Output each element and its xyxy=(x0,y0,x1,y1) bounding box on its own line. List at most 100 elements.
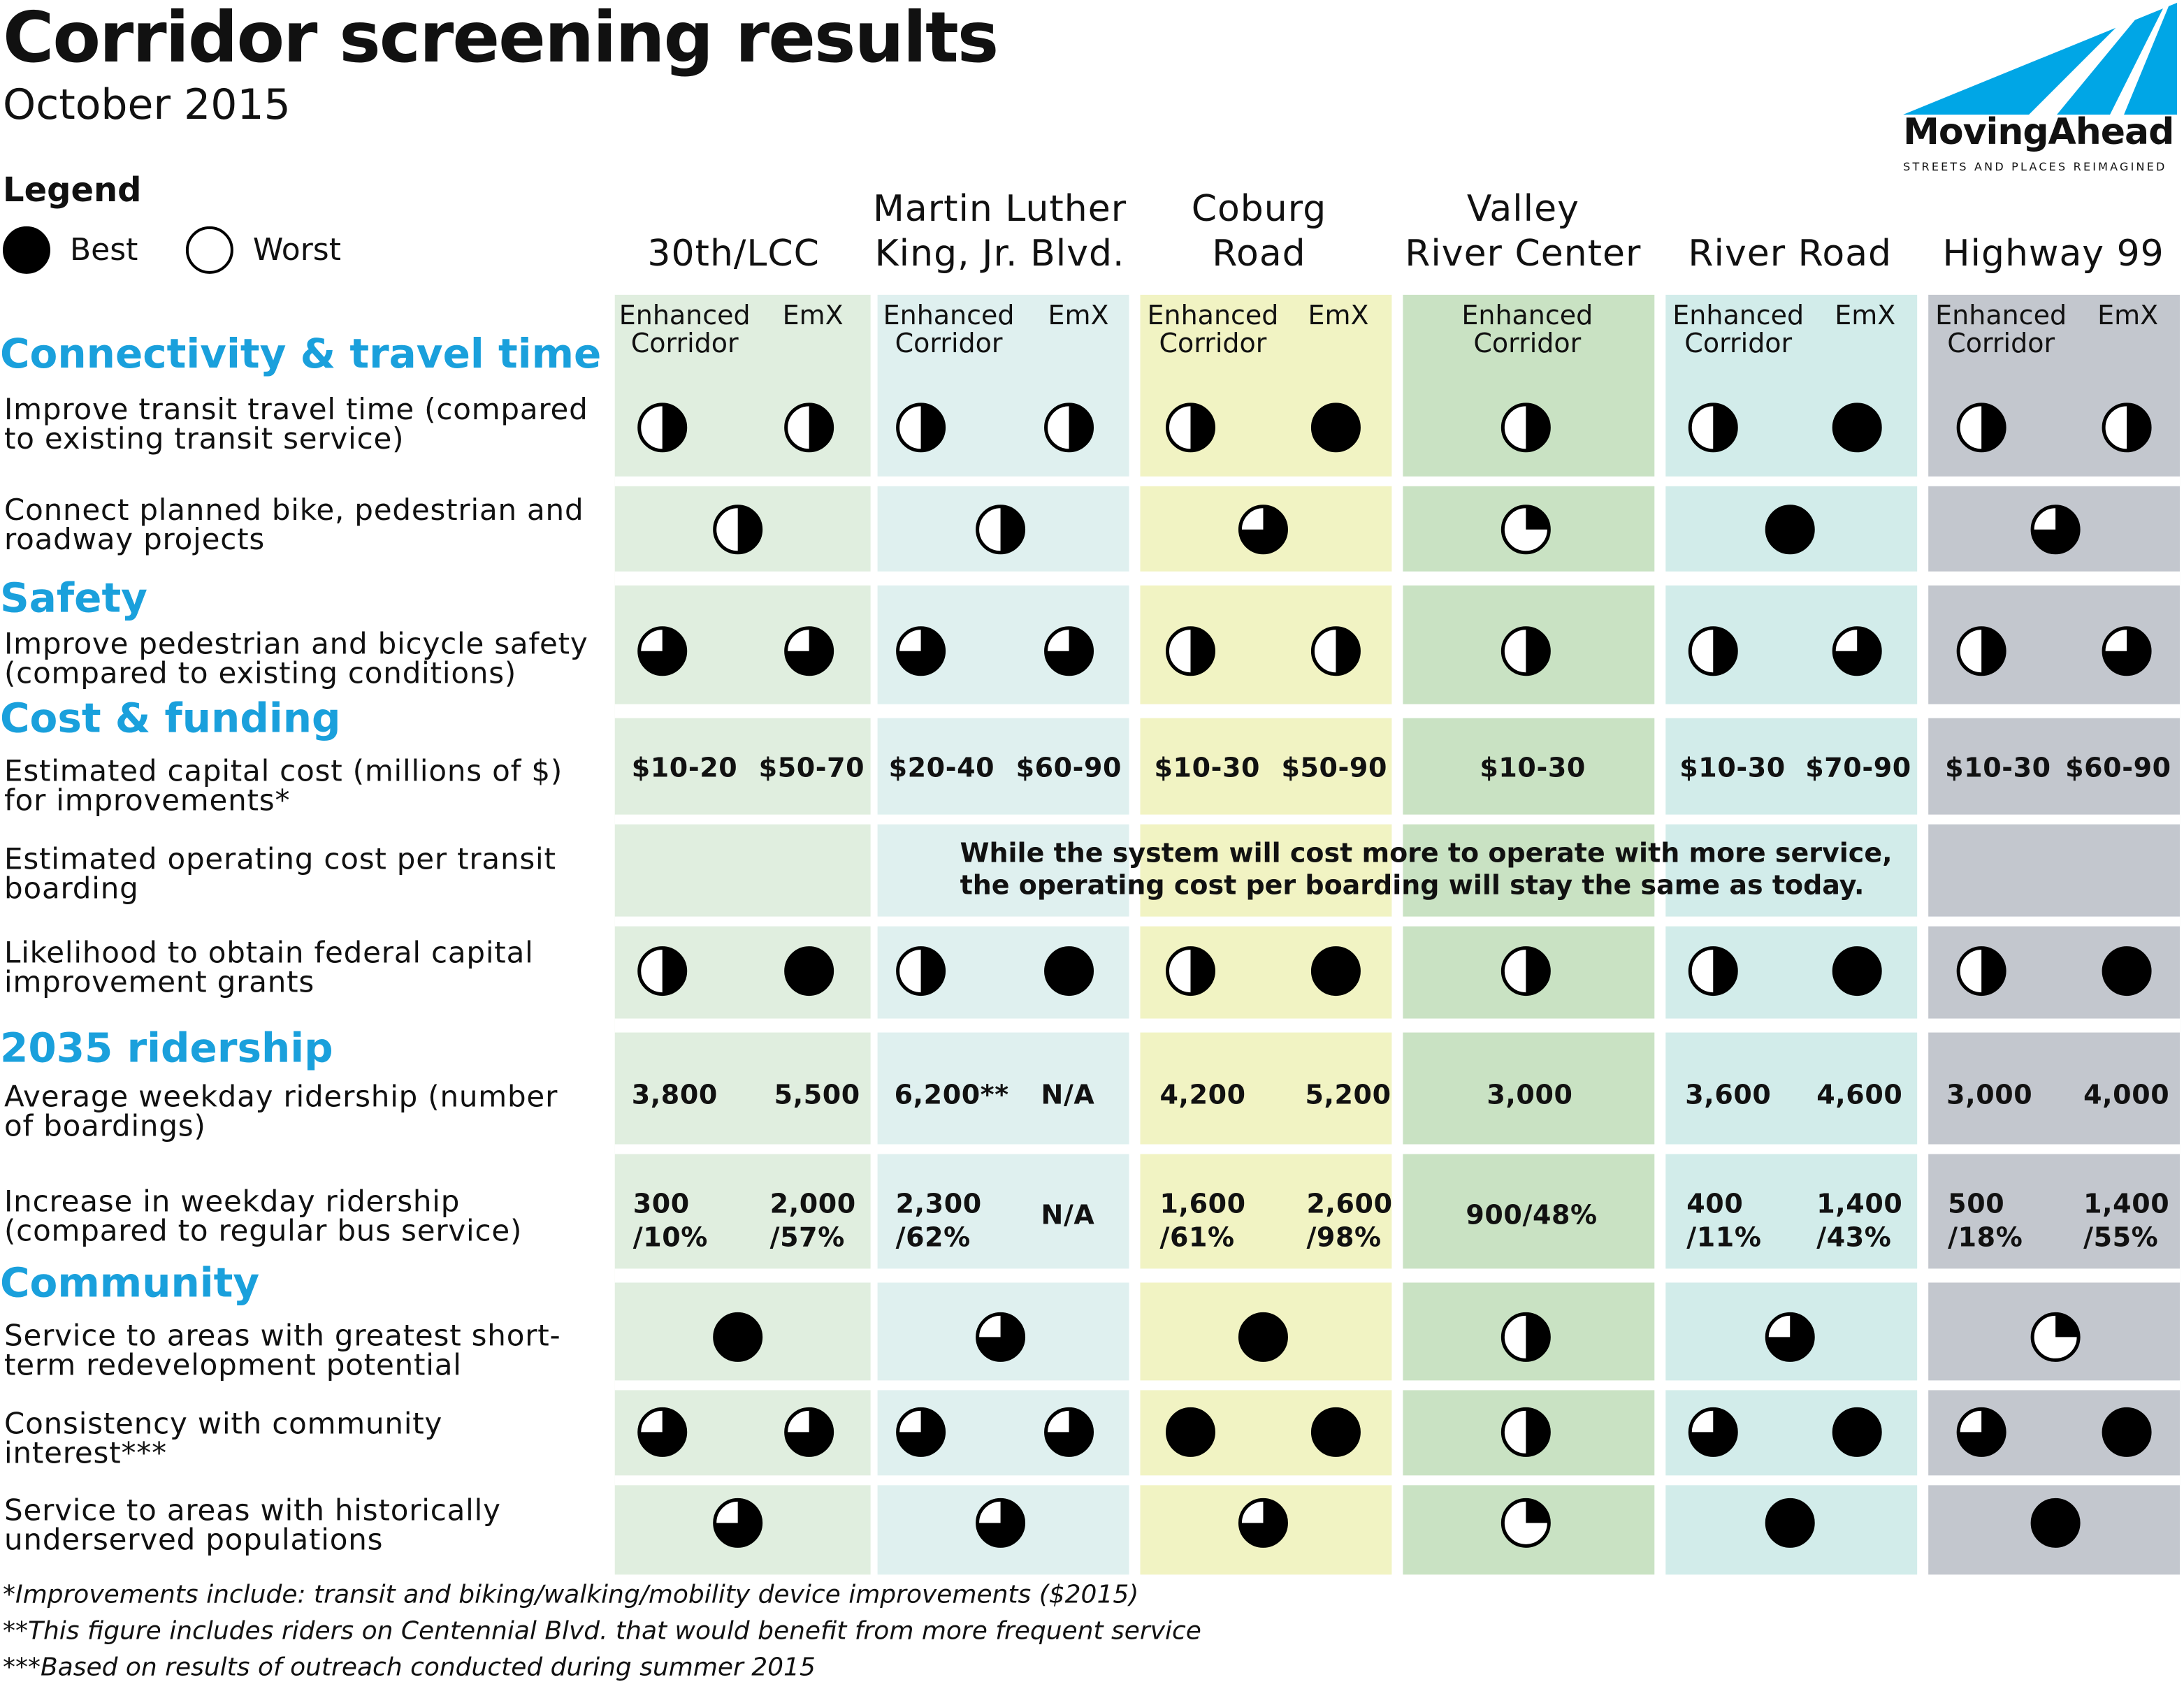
ridership-increase-count: 900/48% xyxy=(1466,1200,1598,1231)
criterion-weekday-ridership: Average weekday ridership (number of boa… xyxy=(3,1080,558,1143)
ridership-increase-value: 300/10% xyxy=(633,1187,708,1254)
row-divider xyxy=(614,571,2181,586)
rating-circle-icon xyxy=(784,946,834,996)
ridership-value: 6,200** xyxy=(894,1080,1009,1111)
road-logo-icon xyxy=(1903,2,2178,115)
rating-circle-icon xyxy=(1500,505,1551,555)
rating-circle-icon xyxy=(1500,626,1551,676)
rating-fill xyxy=(977,1314,1024,1361)
rating-circle-icon xyxy=(637,403,688,453)
rating-fill xyxy=(897,628,944,674)
legend-worst-label: Worst xyxy=(252,232,341,268)
corridor-name-coburg: Coburg Road xyxy=(1141,187,1378,277)
rating-circle-icon xyxy=(1310,946,1361,996)
rating-fill xyxy=(2032,506,2079,553)
rating-circle-icon xyxy=(1832,626,1882,676)
ridership-increase-count: 400 xyxy=(1686,1189,1744,1220)
rating-circle-icon xyxy=(976,1312,1026,1362)
criterion-redevelopment: Service to areas with greatest short-ter… xyxy=(3,1319,561,1382)
rating-circle-icon xyxy=(1500,946,1551,996)
capital-cost-value: $50-90 xyxy=(1281,753,1387,784)
ridership-increase-value: 900/48% xyxy=(1466,1198,1597,1232)
rating-circle-icon xyxy=(2102,626,2152,676)
rating-fill xyxy=(1526,628,1549,674)
rating-fill xyxy=(1190,628,1214,674)
operating-cost-note: While the system will cost more to opera… xyxy=(960,839,1893,903)
rating-circle-icon xyxy=(1956,403,2006,453)
movingahead-logo: MovingAhead STREETS AND PLACES REIMAGINE… xyxy=(1900,0,2180,179)
footnote-1: *Improvements include: transit and bikin… xyxy=(2,1580,1139,1610)
corridor-name-river-road: River Road xyxy=(1688,233,1893,275)
rating-fill xyxy=(1336,628,1359,674)
capital-cost-value: $10-30 xyxy=(1679,753,1786,784)
rating-fill xyxy=(737,506,761,553)
rating-circle-icon xyxy=(1832,1407,1882,1457)
legend-title: Legend xyxy=(2,170,142,210)
rating-circle-icon xyxy=(1310,403,1361,453)
rating-circle-icon xyxy=(1238,505,1288,555)
rating-fill xyxy=(1046,628,1092,674)
ridership-value: 4,600 xyxy=(1816,1080,1903,1111)
ridership-value: N/A xyxy=(1041,1080,1095,1111)
capital-cost-value: $70-90 xyxy=(1805,753,1911,784)
criterion-ridership-increase: Increase in weekday ridership (compared … xyxy=(3,1184,523,1248)
rating-fill xyxy=(897,1409,944,1456)
ridership-increase-count: 2,600 xyxy=(1306,1189,1393,1220)
legend-best-label: Best xyxy=(69,232,138,268)
ridership-value: 3,000 xyxy=(1946,1080,2033,1111)
rating-circle-icon xyxy=(713,1312,763,1362)
rating-circle-icon xyxy=(784,403,834,453)
rating-fill xyxy=(786,628,832,674)
rating-circle-icon xyxy=(637,1407,688,1457)
rating-circle-icon xyxy=(1500,1312,1551,1362)
rating-fill xyxy=(1834,628,1881,674)
ridership-value: 5,500 xyxy=(774,1080,860,1111)
ridership-increase-pct: /55% xyxy=(2083,1222,2159,1254)
rating-circle-icon xyxy=(784,1407,834,1457)
rating-circle-icon xyxy=(1688,626,1738,676)
rating-circle-icon xyxy=(1044,946,1094,996)
rating-circle-icon xyxy=(1044,626,1094,676)
corridor-name-30th-lcc: 30th/LCC xyxy=(647,233,820,275)
rating-circle-icon xyxy=(1500,403,1551,453)
rating-fill xyxy=(1240,506,1287,553)
rating-circle-icon xyxy=(976,505,1026,555)
rating-circle-icon xyxy=(1238,1498,1288,1548)
row-divider xyxy=(614,1018,2181,1033)
page-subtitle: October 2015 xyxy=(2,80,291,130)
corridor-name-line: Coburg xyxy=(1191,188,1327,231)
legend-best: Best xyxy=(2,226,138,274)
rating-fill xyxy=(2104,628,2150,674)
ridership-increase-count: N/A xyxy=(1041,1200,1095,1231)
rating-circle-icon xyxy=(2030,1312,2081,1362)
rating-circle-icon xyxy=(976,1498,1026,1548)
ridership-increase-count: 2,000 xyxy=(769,1189,856,1220)
corridor-name-line: Road xyxy=(1212,233,1306,275)
rating-fill xyxy=(1981,628,2005,674)
rating-circle-icon xyxy=(1688,946,1738,996)
ridership-value: 5,200 xyxy=(1305,1080,1391,1111)
rating-fill xyxy=(1526,1500,1549,1523)
corridor-name-valley-river: Valley River Center xyxy=(1390,187,1656,277)
ridership-increase-pct: /18% xyxy=(1948,1222,2023,1254)
criterion-federal-grants: Likelihood to obtain federal capital imp… xyxy=(3,936,534,999)
rating-circle-icon xyxy=(1165,403,1215,453)
ridership-increase-pct: /57% xyxy=(769,1222,845,1254)
rating-fill xyxy=(977,1500,1024,1546)
corridor-name-line: Valley xyxy=(1466,188,1579,231)
section-connectivity: Connectivity & travel time xyxy=(0,329,602,377)
rating-fill xyxy=(1690,1409,1737,1456)
ridership-increase-value: 2,600/98% xyxy=(1306,1187,1392,1254)
rating-circle-icon xyxy=(896,946,946,996)
rating-circle-icon xyxy=(1165,946,1215,996)
subhead-emx: EmX xyxy=(2097,300,2159,331)
rating-fill xyxy=(714,1500,761,1546)
rating-fill xyxy=(1046,1409,1092,1456)
rating-fill xyxy=(1240,1500,1287,1546)
subhead-enhanced-corridor: Enhanced Corridor xyxy=(1672,300,1805,359)
rating-circle-icon xyxy=(713,1498,763,1548)
row-divider xyxy=(614,916,2181,927)
capital-cost-value: $10-30 xyxy=(1154,753,1261,784)
ridership-increase-count: 500 xyxy=(1948,1189,2005,1220)
footnote-3: ***Based on results of outreach conducte… xyxy=(2,1653,816,1682)
